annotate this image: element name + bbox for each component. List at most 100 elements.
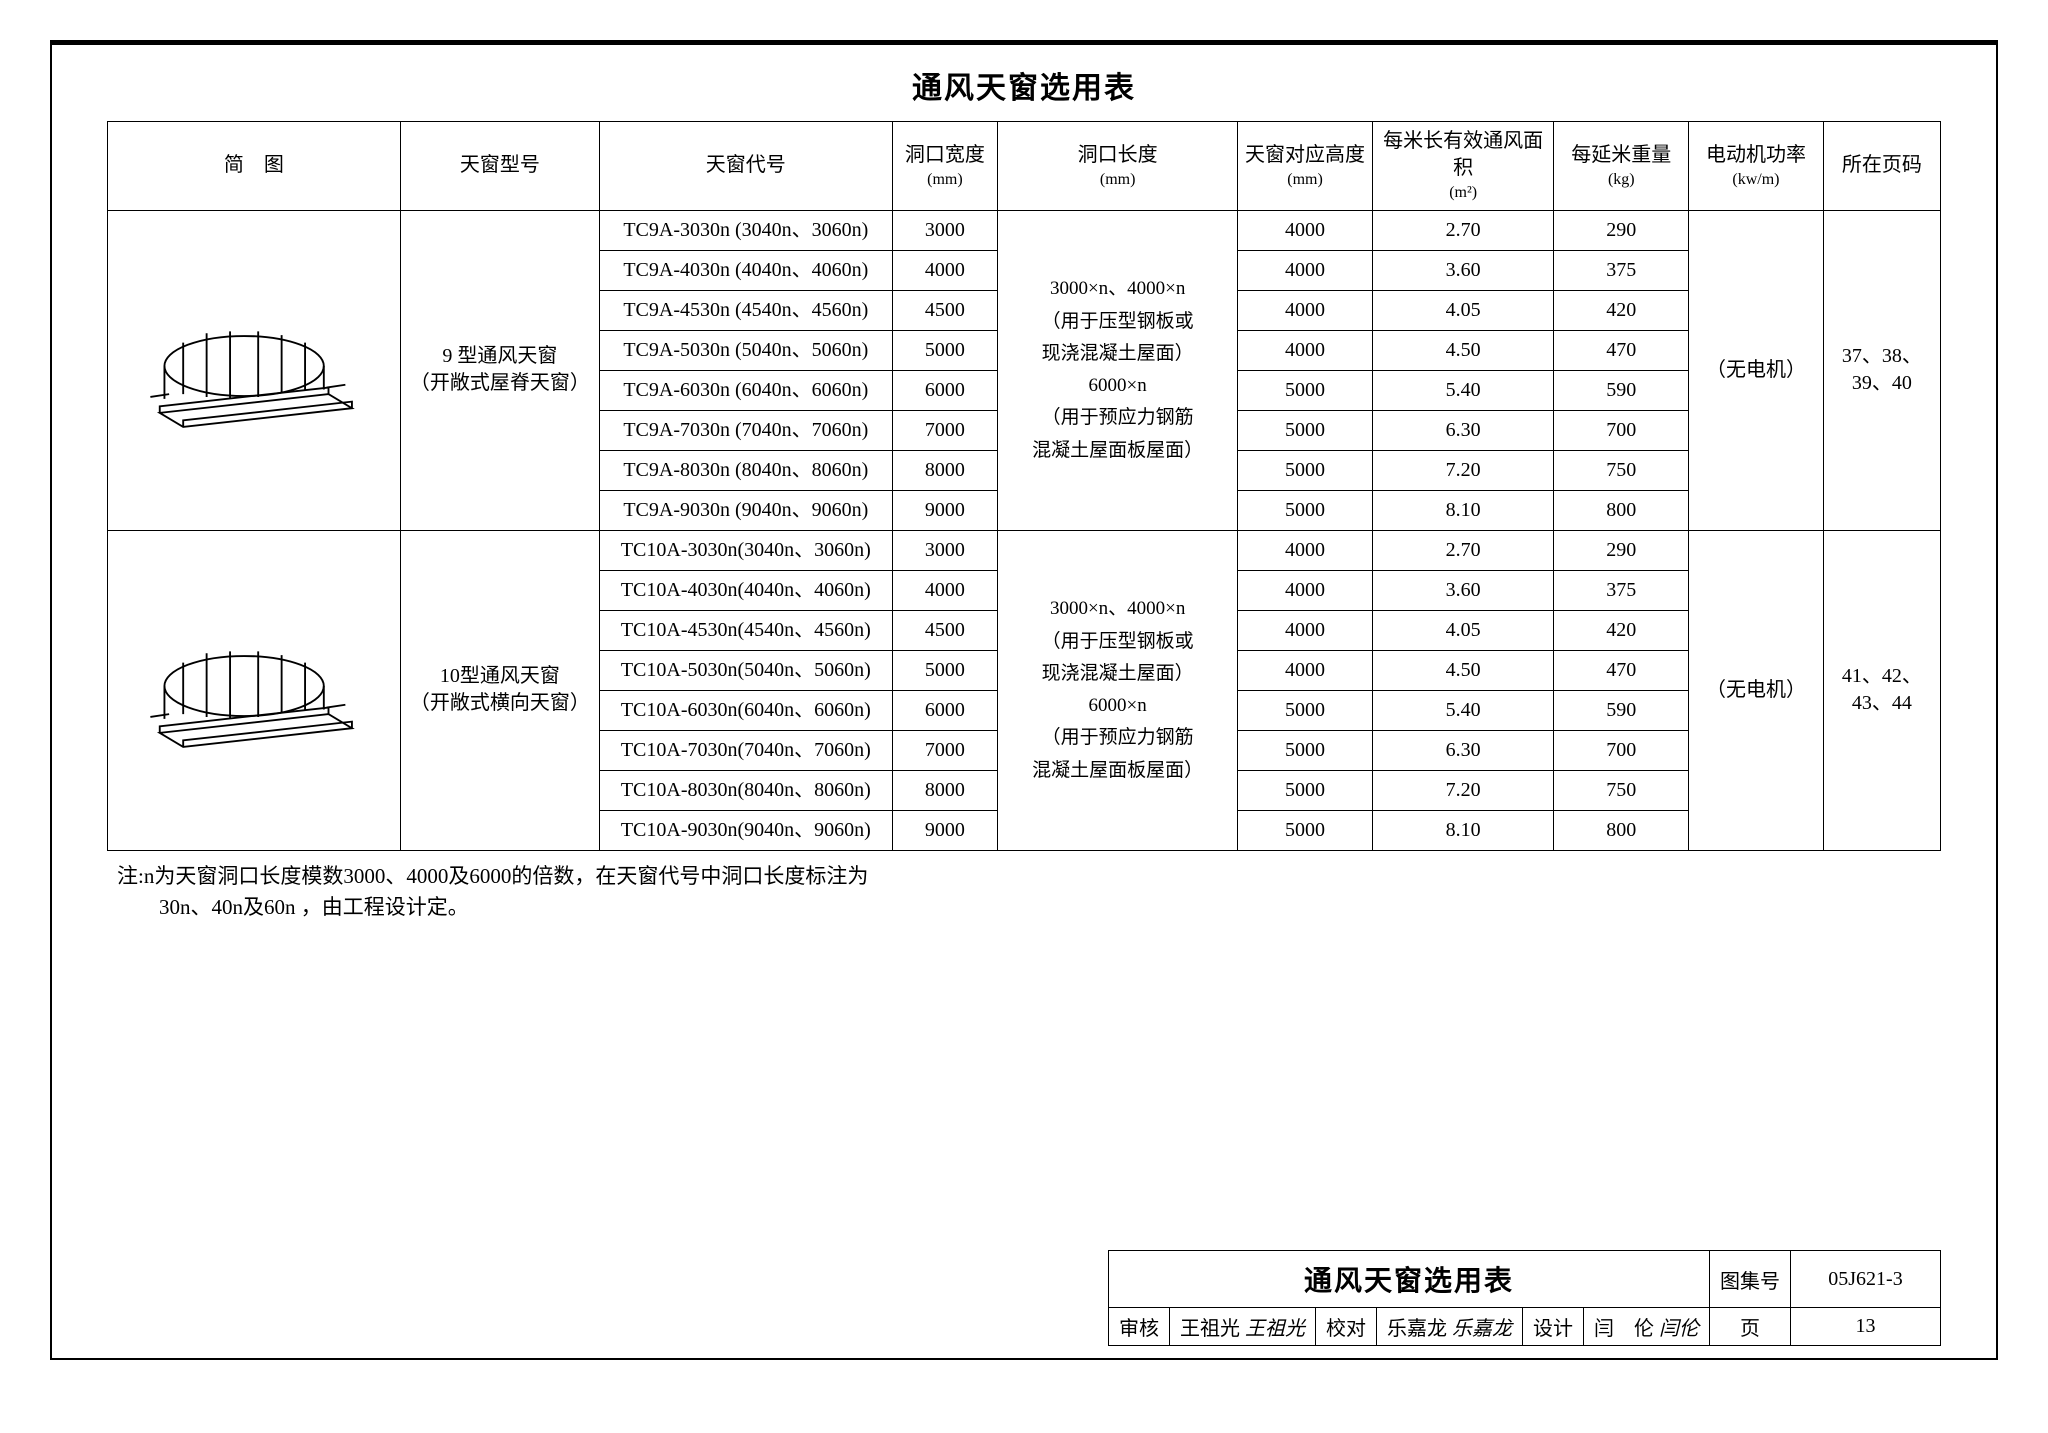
th-power-unit: (kw/m) bbox=[1693, 169, 1819, 191]
code-cell: TC10A-9030n(9040n、9060n) bbox=[599, 810, 892, 850]
weight-cell: 700 bbox=[1554, 730, 1689, 770]
code-cell: TC10A-4530n(4540n、4560n) bbox=[599, 610, 892, 650]
width-cell: 7000 bbox=[892, 410, 997, 450]
width-cell: 6000 bbox=[892, 690, 997, 730]
th-width-unit: (mm) bbox=[897, 169, 993, 191]
proof-name: 乐嘉龙 乐嘉龙 bbox=[1377, 1308, 1523, 1346]
design-label: 设计 bbox=[1523, 1308, 1584, 1346]
th-venta: 每米长有效通风面积 (m²) bbox=[1372, 122, 1554, 211]
th-height-unit: (mm) bbox=[1242, 169, 1368, 191]
height-cell: 4000 bbox=[1238, 250, 1373, 290]
diagram-cell bbox=[108, 530, 401, 850]
th-venta-text: 每米长有效通风面积 bbox=[1383, 130, 1543, 179]
width-cell: 6000 bbox=[892, 370, 997, 410]
height-cell: 5000 bbox=[1238, 690, 1373, 730]
th-length: 洞口长度 (mm) bbox=[998, 122, 1238, 211]
page-title: 通风天窗选用表 bbox=[107, 63, 1941, 107]
height-cell: 4000 bbox=[1238, 330, 1373, 370]
venta-cell: 6.30 bbox=[1372, 410, 1554, 450]
th-code: 天窗代号 bbox=[599, 122, 892, 211]
th-model: 天窗型号 bbox=[400, 122, 599, 211]
selection-table: 简 图 天窗型号 天窗代号 洞口宽度 (mm) 洞口长度 (mm) 天窗对应高度… bbox=[107, 121, 1941, 851]
length-note: 3000×n、4000×n（用于压型钢板或现浇混凝土屋面） 6000×n（用于预… bbox=[1002, 273, 1233, 467]
width-cell: 3000 bbox=[892, 530, 997, 570]
skylight-diagram-icon bbox=[141, 601, 366, 771]
length-cell: 3000×n、4000×n（用于压型钢板或现浇混凝土屋面） 6000×n（用于预… bbox=[998, 210, 1238, 530]
height-cell: 4000 bbox=[1238, 570, 1373, 610]
width-cell: 5000 bbox=[892, 650, 997, 690]
model-cell: 10型通风天窗（开敞式横向天窗） bbox=[400, 530, 599, 850]
weight-cell: 420 bbox=[1554, 610, 1689, 650]
th-power-text: 电动机功率 bbox=[1706, 144, 1806, 166]
note-line2: 30n、40n及60n ，由工程设计定。 bbox=[159, 895, 469, 919]
height-cell: 4000 bbox=[1238, 610, 1373, 650]
th-length-unit: (mm) bbox=[1002, 169, 1233, 191]
length-note: 3000×n、4000×n（用于压型钢板或现浇混凝土屋面） 6000×n（用于预… bbox=[1002, 593, 1233, 787]
power-cell: （无电机） bbox=[1689, 210, 1824, 530]
weight-cell: 375 bbox=[1554, 570, 1689, 610]
th-width: 洞口宽度 (mm) bbox=[892, 122, 997, 211]
th-weight-text: 每延米重量 bbox=[1571, 144, 1671, 166]
weight-cell: 750 bbox=[1554, 450, 1689, 490]
weight-cell: 470 bbox=[1554, 330, 1689, 370]
title-block: 通风天窗选用表 图集号 05J621-3 审核 王祖光 王祖光 校对 乐嘉龙 乐… bbox=[1108, 1250, 1941, 1346]
th-height: 天窗对应高度 (mm) bbox=[1238, 122, 1373, 211]
th-width-text: 洞口宽度 bbox=[905, 144, 985, 166]
height-cell: 5000 bbox=[1238, 450, 1373, 490]
venta-cell: 7.20 bbox=[1372, 770, 1554, 810]
venta-cell: 5.40 bbox=[1372, 690, 1554, 730]
height-cell: 5000 bbox=[1238, 810, 1373, 850]
code-cell: TC9A-3030n (3040n、3060n) bbox=[599, 210, 892, 250]
height-cell: 4000 bbox=[1238, 210, 1373, 250]
code-cell: TC10A-3030n(3040n、3060n) bbox=[599, 530, 892, 570]
footnote: 注:n为天窗洞口长度模数3000、4000及6000的倍数，在天窗代号中洞口长度… bbox=[117, 861, 947, 924]
width-cell: 3000 bbox=[892, 210, 997, 250]
weight-cell: 375 bbox=[1554, 250, 1689, 290]
weight-cell: 590 bbox=[1554, 370, 1689, 410]
proof-label: 校对 bbox=[1316, 1308, 1377, 1346]
code-cell: TC10A-7030n(7040n、7060n) bbox=[599, 730, 892, 770]
page-container: 通风天窗选用表 简 图 天窗型号 天窗代号 洞口宽度 (mm) 洞口长度 (mm… bbox=[0, 0, 2048, 1433]
height-cell: 4000 bbox=[1238, 290, 1373, 330]
page-cell: 37、38、39、40 bbox=[1823, 210, 1940, 530]
height-cell: 4000 bbox=[1238, 530, 1373, 570]
table-row: 10型通风天窗（开敞式横向天窗）TC10A-3030n(3040n、3060n)… bbox=[108, 530, 1941, 570]
venta-cell: 4.50 bbox=[1372, 330, 1554, 370]
pg-label: 页 bbox=[1710, 1308, 1791, 1346]
weight-cell: 800 bbox=[1554, 810, 1689, 850]
power-cell: （无电机） bbox=[1689, 530, 1824, 850]
design-name: 闫 伦 闫伦 bbox=[1584, 1308, 1710, 1346]
width-cell: 7000 bbox=[892, 730, 997, 770]
venta-cell: 4.50 bbox=[1372, 650, 1554, 690]
venta-cell: 3.60 bbox=[1372, 570, 1554, 610]
th-page: 所在页码 bbox=[1823, 122, 1940, 211]
code-cell: TC9A-9030n (9040n、9060n) bbox=[599, 490, 892, 530]
code-cell: TC10A-4030n(4040n、4060n) bbox=[599, 570, 892, 610]
block-title: 通风天窗选用表 bbox=[1109, 1251, 1710, 1308]
model-cell: 9 型通风天窗（开敞式屋脊天窗） bbox=[400, 210, 599, 530]
drawing-frame: 通风天窗选用表 简 图 天窗型号 天窗代号 洞口宽度 (mm) 洞口长度 (mm… bbox=[50, 40, 1998, 1360]
weight-cell: 470 bbox=[1554, 650, 1689, 690]
height-cell: 5000 bbox=[1238, 490, 1373, 530]
height-cell: 5000 bbox=[1238, 410, 1373, 450]
venta-cell: 8.10 bbox=[1372, 490, 1554, 530]
height-cell: 5000 bbox=[1238, 730, 1373, 770]
code-cell: TC10A-8030n(8040n、8060n) bbox=[599, 770, 892, 810]
table-row: 9 型通风天窗（开敞式屋脊天窗）TC9A-3030n (3040n、3060n)… bbox=[108, 210, 1941, 250]
skylight-diagram-icon bbox=[141, 281, 366, 451]
width-cell: 4500 bbox=[892, 290, 997, 330]
th-power: 电动机功率 (kw/m) bbox=[1689, 122, 1824, 211]
page-cell: 41、42、43、44 bbox=[1823, 530, 1940, 850]
venta-cell: 4.05 bbox=[1372, 610, 1554, 650]
width-cell: 9000 bbox=[892, 810, 997, 850]
code-cell: TC10A-5030n(5040n、5060n) bbox=[599, 650, 892, 690]
review-name: 王祖光 王祖光 bbox=[1170, 1308, 1316, 1346]
width-cell: 4500 bbox=[892, 610, 997, 650]
note-line1: 注:n为天窗洞口长度模数3000、4000及6000的倍数，在天窗代号中洞口长度… bbox=[117, 864, 868, 888]
height-cell: 5000 bbox=[1238, 370, 1373, 410]
th-weight: 每延米重量 (kg) bbox=[1554, 122, 1689, 211]
th-length-text: 洞口长度 bbox=[1078, 144, 1158, 166]
venta-cell: 5.40 bbox=[1372, 370, 1554, 410]
header-row: 简 图 天窗型号 天窗代号 洞口宽度 (mm) 洞口长度 (mm) 天窗对应高度… bbox=[108, 122, 1941, 211]
venta-cell: 3.60 bbox=[1372, 250, 1554, 290]
